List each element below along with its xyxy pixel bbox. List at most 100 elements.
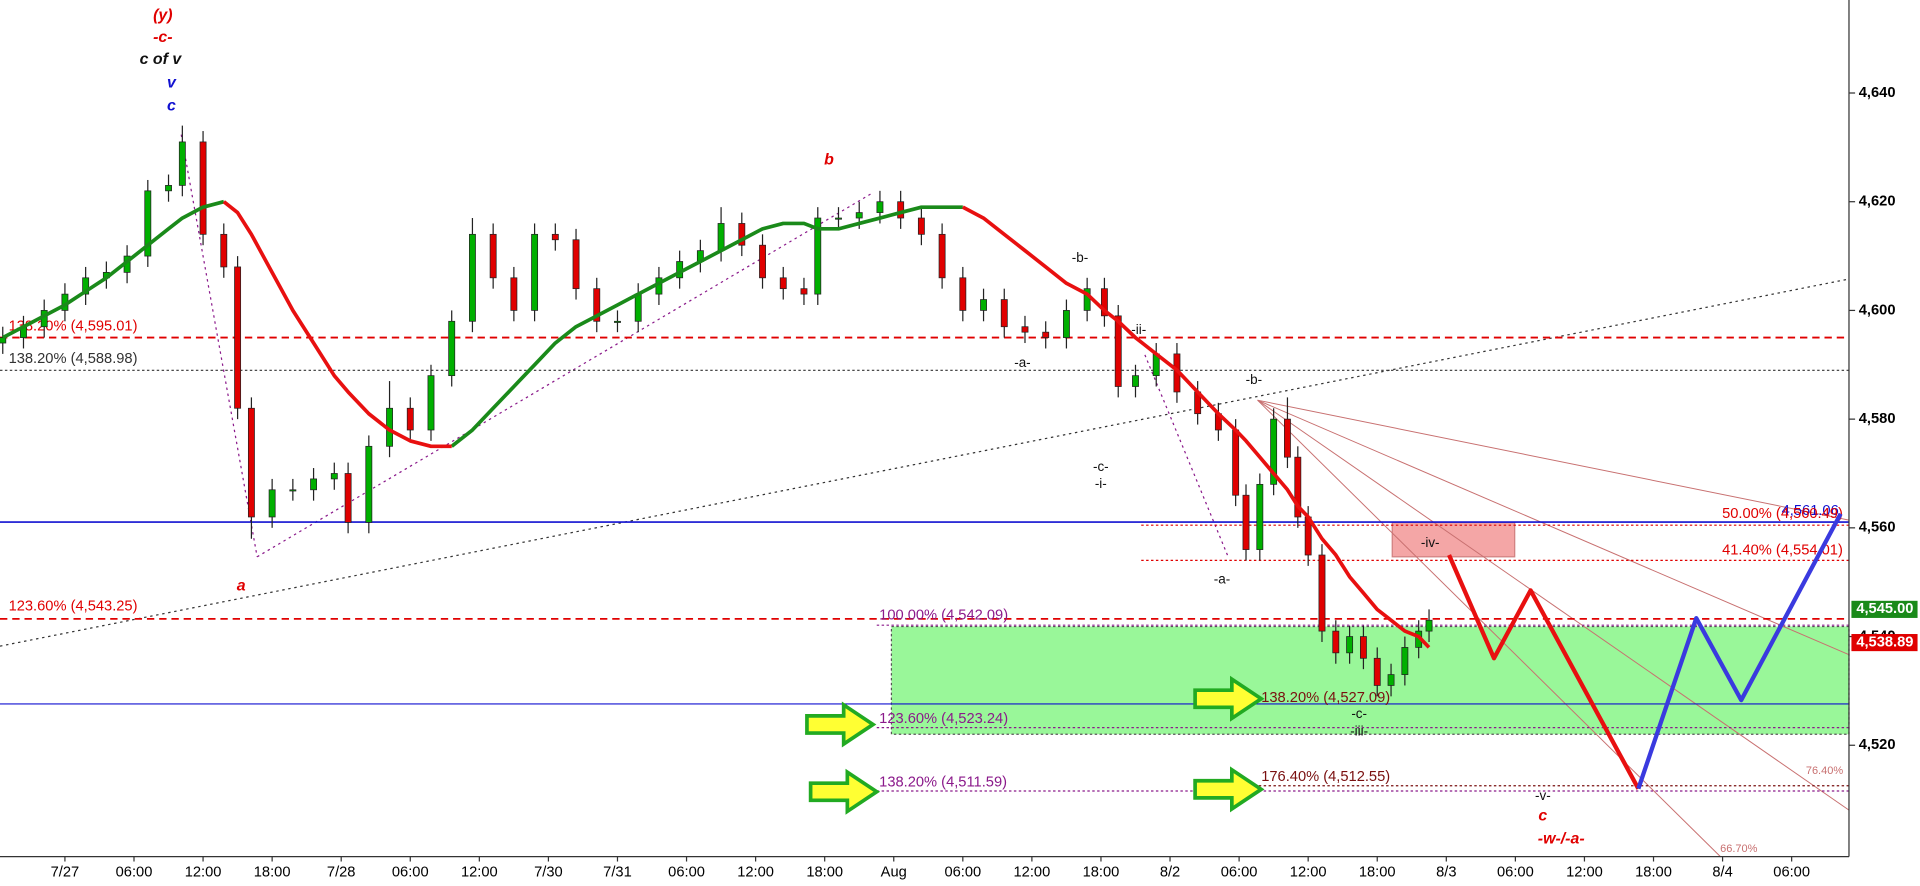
candle-body (268, 489, 276, 518)
x-tick-label: 12:00 (461, 864, 498, 880)
candle-body (1256, 483, 1264, 550)
wave-label: -c- (153, 29, 172, 46)
x-tick-label: 06:00 (116, 864, 153, 880)
x-tick-label: 12:00 (1014, 864, 1051, 880)
projection (1447, 554, 1641, 790)
wave-label: -c- (1351, 706, 1367, 721)
wave-label: a (237, 577, 246, 594)
candle-body (144, 190, 152, 257)
y-tick-label: 4,620 (1859, 194, 1896, 210)
x-tick-label: 18:00 (254, 864, 291, 880)
wave-label: -c- (1093, 459, 1109, 474)
candle-body (0, 337, 7, 344)
x-tick-label: 06:00 (944, 864, 981, 880)
trend-lines (0, 134, 1850, 647)
price-tag-label: 4,545.00 (1856, 601, 1913, 617)
level-label: 41.40% (4,554.01) (1722, 542, 1843, 558)
candle-body (1359, 636, 1367, 659)
candle-body (717, 223, 725, 251)
target-zone (890, 625, 1850, 735)
candle-body (614, 320, 621, 323)
wave-label: -v- (1535, 788, 1551, 803)
candle-body (247, 407, 255, 518)
candle-body (759, 244, 766, 279)
x-tick-label: 18:00 (806, 864, 843, 880)
candle-body (330, 473, 338, 480)
x-tick-label: 12:00 (1566, 864, 1603, 880)
wave-label: -a- (1014, 355, 1030, 370)
wave-label: (y) (153, 7, 172, 24)
x-tick-label: 8/2 (1160, 864, 1180, 880)
wave-label: c (1538, 807, 1547, 824)
moving-average (450, 205, 963, 448)
y-tick-label: 4,560 (1859, 520, 1896, 536)
candle-body (897, 201, 905, 219)
x-tick-label: 06:00 (1497, 864, 1534, 880)
arrows (805, 675, 1265, 815)
candle-body (165, 185, 172, 192)
candle-body (938, 233, 946, 279)
price-tag (1851, 600, 1918, 618)
candle-body (1318, 554, 1326, 632)
candle-body (406, 407, 414, 431)
wave-label: b (824, 152, 834, 169)
candle-body (1232, 429, 1240, 496)
x-tick-label: 8/4 (1712, 864, 1732, 880)
candle-body (510, 277, 518, 311)
level-label: 50.00% (4,560.49) (1722, 506, 1843, 522)
fan-label: 66.70% (1720, 843, 1758, 855)
arrow (1193, 675, 1265, 722)
wave-label: -w-/-a- (1538, 831, 1585, 848)
level-label: 4,561.06 (1782, 503, 1839, 519)
y-tick-label: 4,580 (1859, 411, 1896, 427)
candle-body (178, 141, 186, 186)
candle-body (1132, 375, 1139, 387)
y-tick-label: 4,520 (1859, 737, 1896, 753)
candle-body (469, 233, 476, 322)
x-tick-label: 18:00 (1635, 864, 1672, 880)
price-tag-label: 4,538.89 (1856, 634, 1913, 650)
candle-body (634, 293, 642, 322)
arrow (808, 768, 881, 815)
level-label: 176.40% (4,512.55) (1261, 769, 1390, 785)
trend-line (256, 192, 873, 558)
candle-body (980, 299, 987, 311)
level-label: 123.60% (4,523.24) (879, 711, 1008, 727)
price-tag (1851, 634, 1918, 652)
candle-body (289, 489, 297, 492)
candle-body (310, 478, 318, 491)
level-label: 123.60% (4,543.25) (9, 599, 138, 615)
wave-label: -b- (1246, 372, 1262, 387)
candle-body (199, 141, 207, 235)
candle-body (551, 233, 559, 241)
x-tick-label: 06:00 (1221, 864, 1258, 880)
moving-average (222, 200, 452, 449)
fan-label: 76.40% (1806, 765, 1844, 777)
level-label: 138.20% (4,588.98) (9, 351, 138, 367)
x-tick-label: 18:00 (1359, 864, 1396, 880)
candle-body (427, 375, 435, 431)
x-tick-label: 06:00 (668, 864, 705, 880)
x-tick-label: 7/30 (534, 864, 563, 880)
wave-label: c of v (140, 51, 183, 68)
candle-body (800, 288, 808, 295)
candle-body (1294, 456, 1302, 518)
wave-label: -b- (1072, 250, 1088, 265)
arrow (805, 701, 877, 748)
candle-body (1042, 331, 1050, 338)
candle-body (959, 277, 967, 311)
wave-label: -iii- (1350, 723, 1368, 738)
x-tick-label: 7/28 (327, 864, 356, 880)
candle-body (448, 320, 456, 377)
candle-body (365, 445, 373, 523)
candle-body (1000, 299, 1008, 328)
candle-body (917, 217, 925, 235)
wave-label: c (167, 98, 176, 115)
candle-body (1114, 315, 1122, 387)
candle-body (1242, 494, 1250, 550)
trend-line (180, 134, 258, 557)
x-tick-label: 18:00 (1083, 864, 1120, 880)
wave-labels: (y) -c- c of v v c b a -b- -a- -ii- -c- … (140, 7, 1844, 855)
candle-body (220, 233, 228, 268)
